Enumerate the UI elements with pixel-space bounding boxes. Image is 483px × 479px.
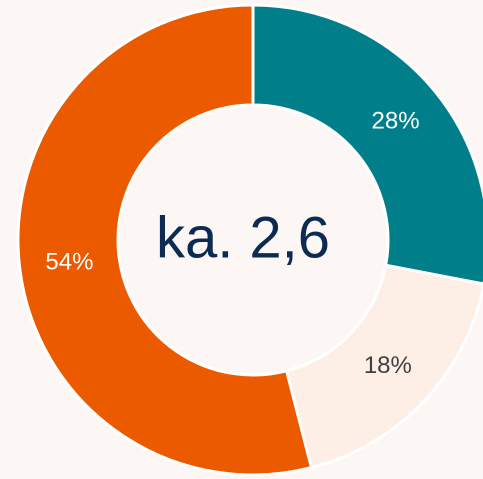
slices [16,3,483,477]
value-label: 18% [364,352,412,379]
value-label: 54% [45,249,93,276]
slice [284,263,483,470]
slice [251,3,483,286]
value-label: 28% [372,107,420,134]
center-text: ka. 2,6 [156,205,330,270]
slice [16,3,314,477]
